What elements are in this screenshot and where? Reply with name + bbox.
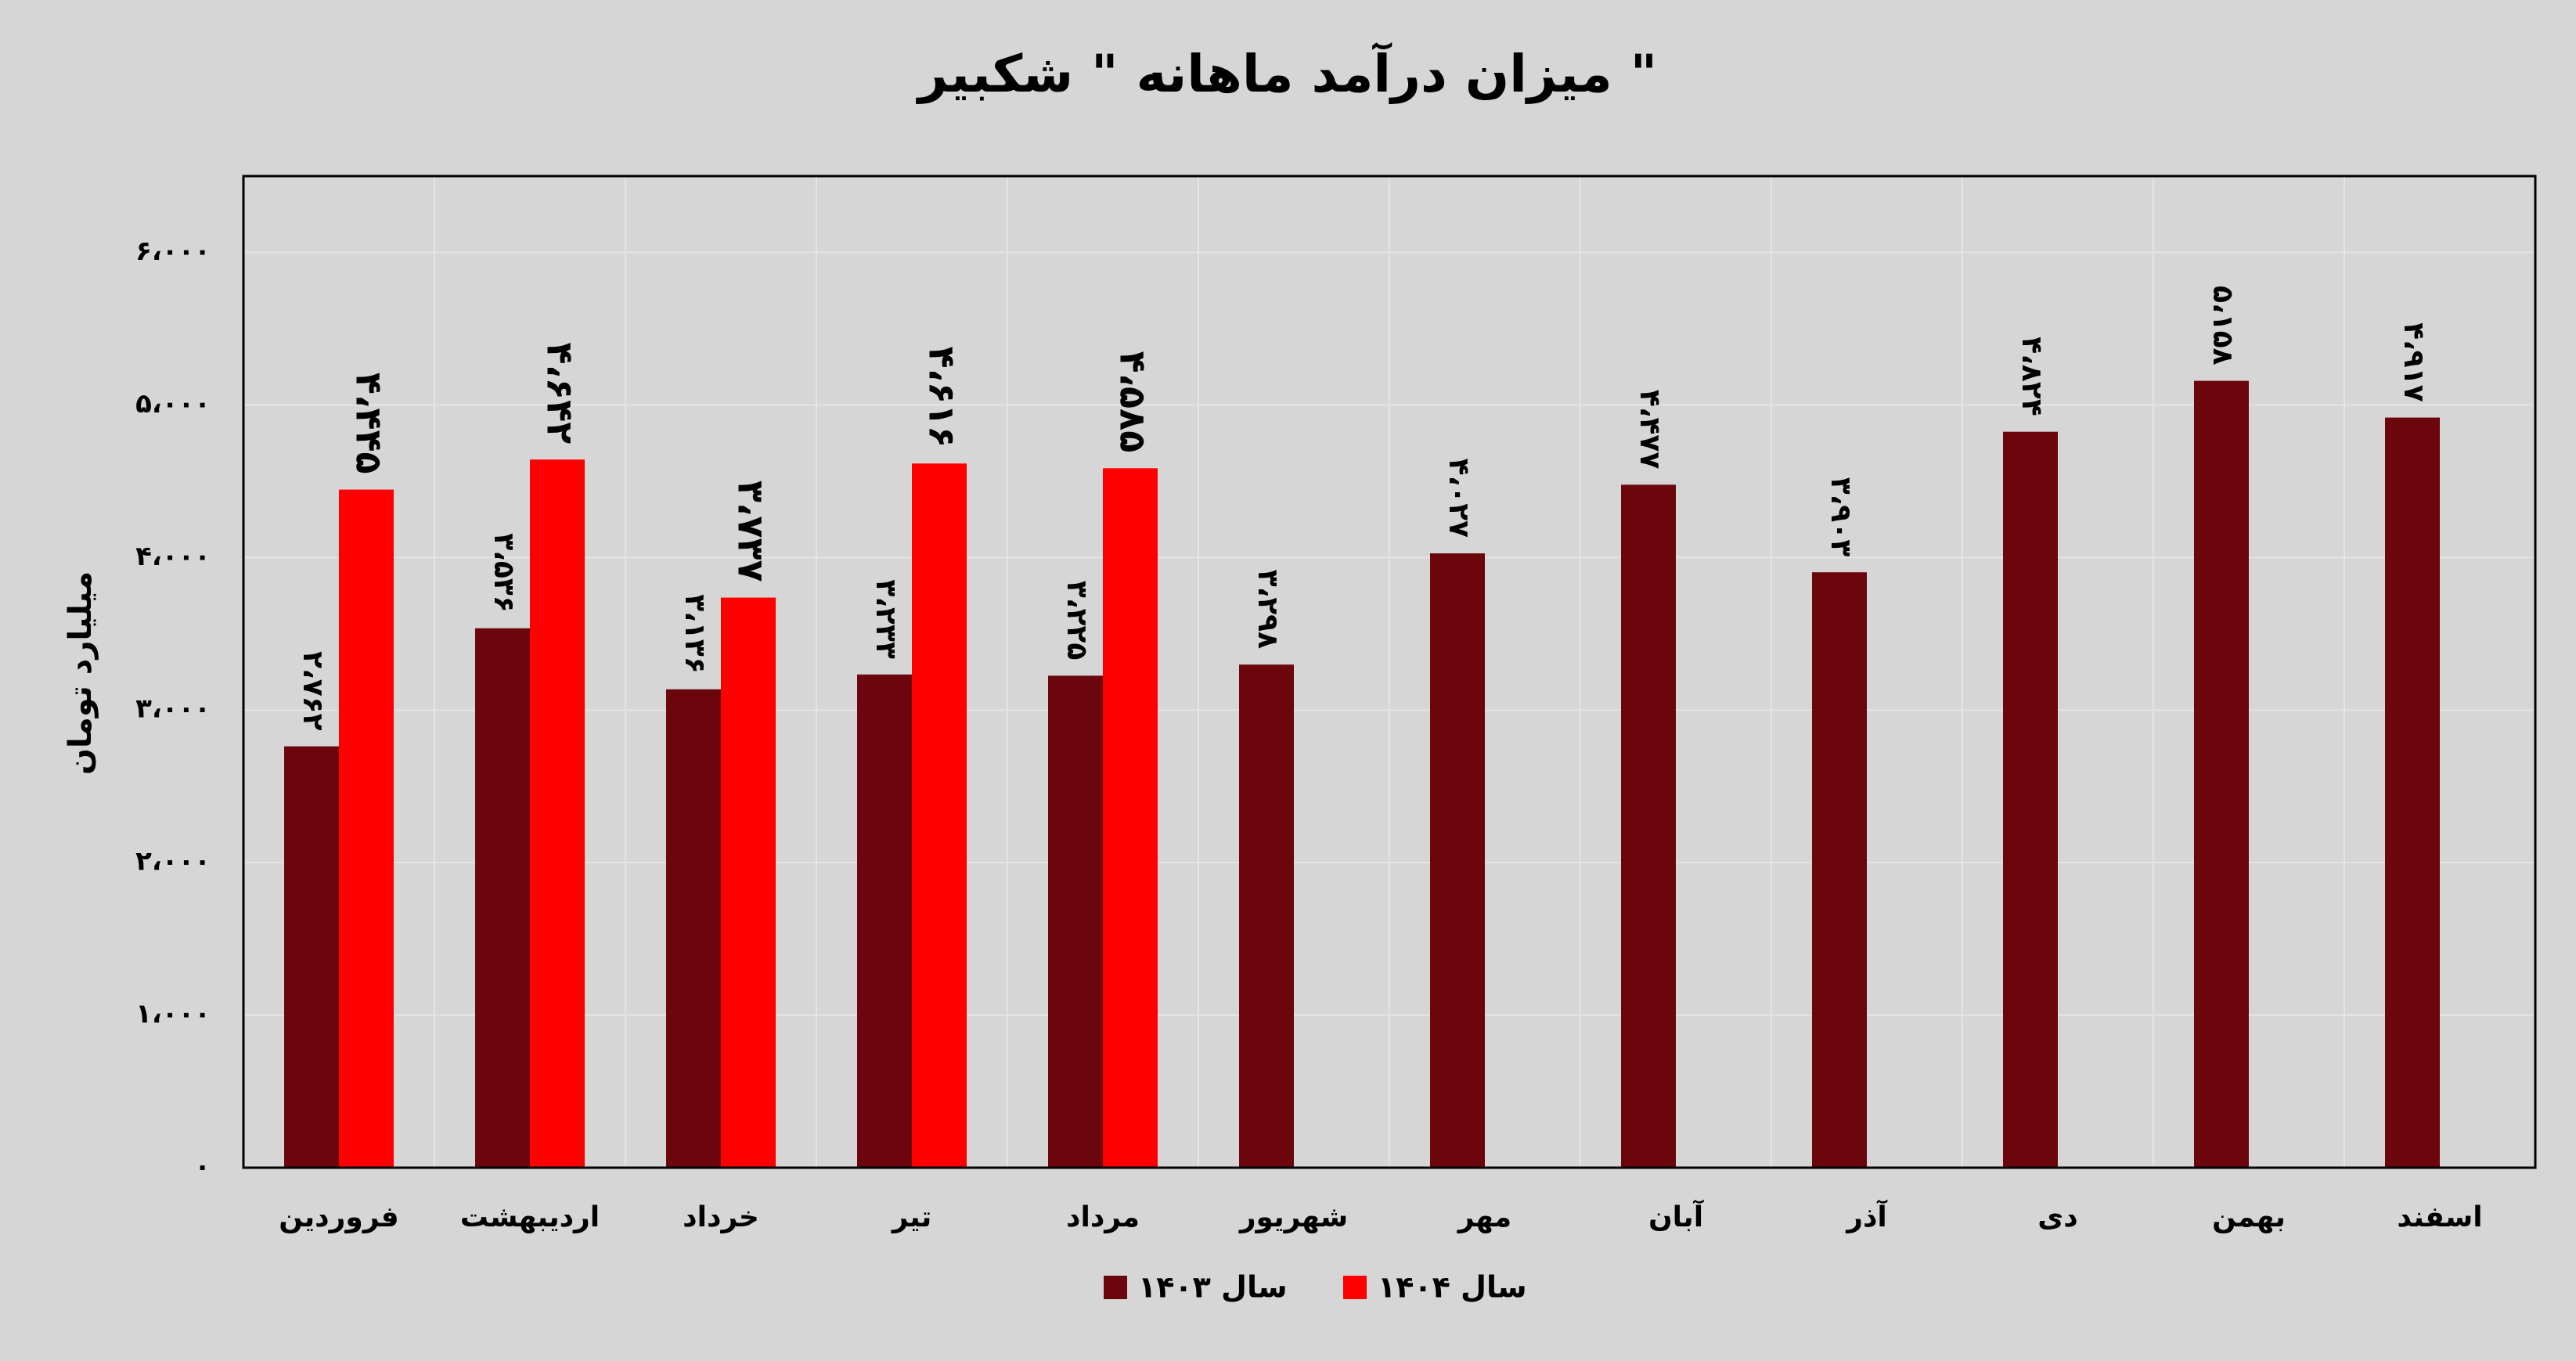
bar [1812,572,1867,1168]
x-tick-label: آبان [1648,1199,1705,1233]
bar [721,597,776,1168]
x-tick-label: آذر [1845,1199,1888,1233]
legend-label: سال ۱۴۰۴ [1378,1270,1527,1305]
value-label: ۳،۵۳۶ [488,533,520,613]
plot-frame [242,175,2537,1169]
bar [1103,468,1158,1168]
value-label: ۳،۱۳۶ [679,594,711,674]
x-tick-label: اردیبهشت [460,1201,600,1233]
x-tick-label: فروردین [279,1201,398,1233]
value-label: ۳،۲۳۳ [870,579,902,659]
legend-swatch [1104,1276,1127,1299]
value-label: ۳،۷۳۷ [730,481,773,582]
x-tick-label: خرداد [683,1201,759,1233]
bar [2003,431,2058,1168]
bar [339,489,394,1168]
y-tick-label: ۲،۰۰۰ [135,846,211,877]
value-label: ۳،۲۹۸ [1252,570,1284,650]
bar [1621,484,1676,1168]
bar [2385,417,2440,1168]
y-tick-label: ۶،۰۰۰ [135,236,211,267]
y-tick-label: ۰ [194,1151,211,1183]
bar [284,746,339,1168]
value-label: ۴،۴۷۷ [1634,390,1666,470]
x-tick-label: دی [2037,1201,2077,1233]
y-tick-label: ۳،۰۰۰ [135,693,211,725]
y-tick-label: ۵،۰۰۰ [135,388,211,419]
value-label: ۳،۲۲۵ [1061,581,1093,661]
legend-swatch [1343,1276,1367,1299]
value-label: ۴،۹۱۷ [2398,322,2430,402]
value-label: ۴،۰۲۷ [1443,458,1475,538]
bar [2194,380,2249,1168]
value-label: ۲،۷۶۲ [297,651,329,731]
x-tick-label: شهریور [1238,1201,1348,1233]
value-label: ۳،۹۰۳ [1825,477,1857,557]
chart-title: میزان درآمد ماهانه " شکبیر " [916,41,1657,104]
bar [1239,664,1294,1168]
bar [1430,553,1485,1168]
bar [1048,675,1103,1168]
x-tick-label: تیر [891,1201,932,1233]
bar [666,689,721,1168]
bar [857,674,912,1168]
value-label: ۴،۶۴۲ [539,342,582,444]
x-tick-label: مرداد [1066,1201,1140,1233]
value-label: ۵،۱۵۸ [2207,286,2239,365]
value-label: ۴،۴۴۵ [348,373,391,474]
bar [912,463,967,1168]
value-label: ۴،۸۲۴ [2016,337,2048,416]
bar [475,628,530,1168]
y-tick-label: ۱،۰۰۰ [135,999,211,1030]
value-label: ۴،۵۸۵ [1112,351,1155,452]
bar [530,459,585,1168]
x-tick-label: اسفند [2397,1201,2482,1233]
x-tick-label: بهمن [2212,1201,2286,1233]
x-tick-label: مهر [1457,1201,1511,1233]
y-axis-label: میلیارد تومان [63,571,99,775]
value-label: ۴،۶۱۶ [921,346,964,448]
y-tick-label: ۴،۰۰۰ [135,541,211,572]
legend-label: سال ۱۴۰۳ [1138,1270,1288,1305]
